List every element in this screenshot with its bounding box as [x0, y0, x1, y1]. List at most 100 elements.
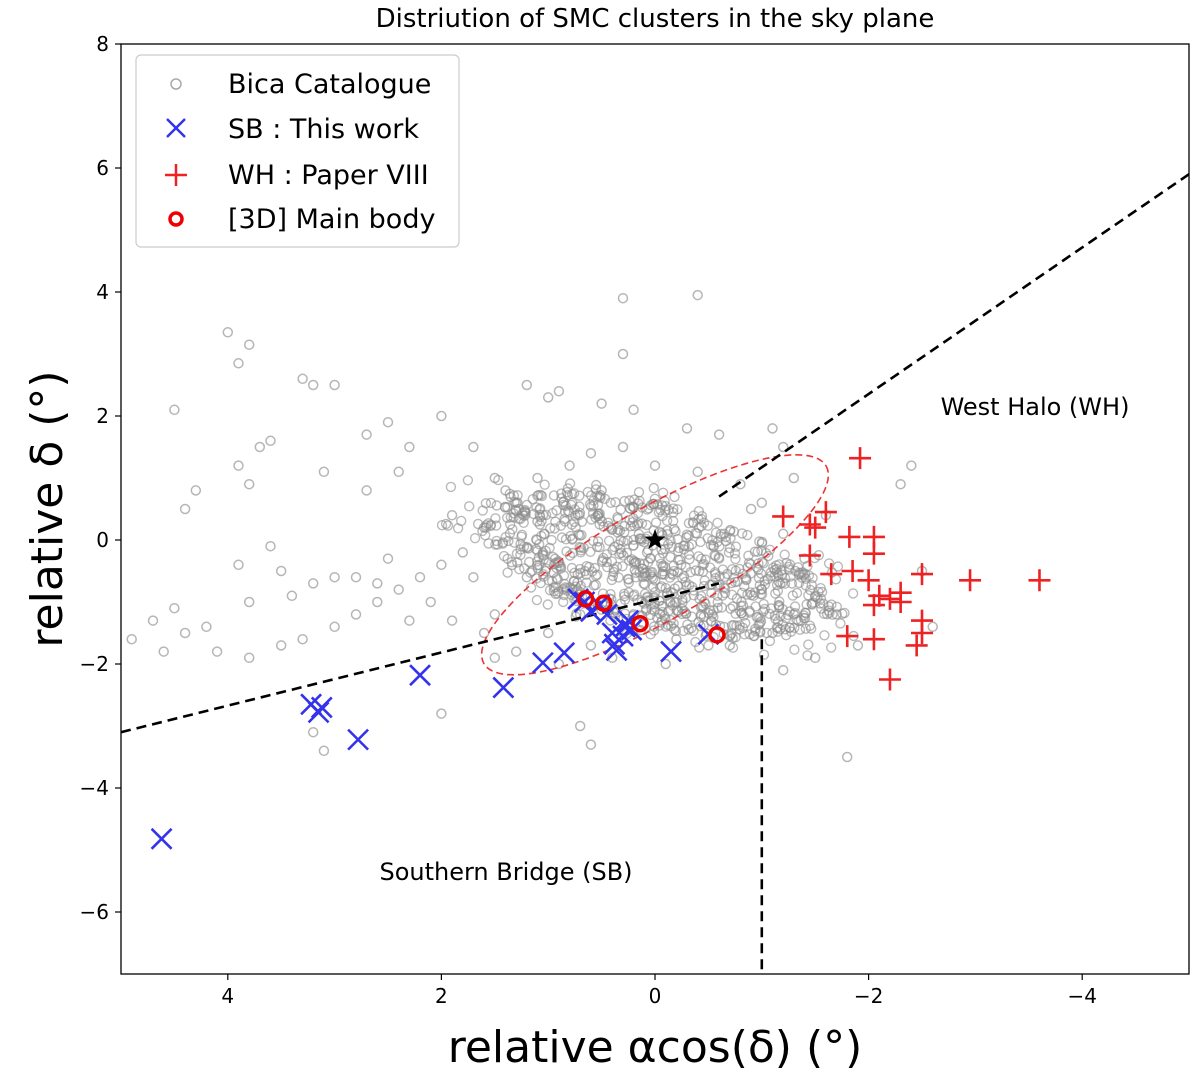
bica-cluster-point — [690, 527, 701, 539]
bica-cluster-point — [628, 404, 639, 416]
bica-cluster-point — [567, 587, 579, 598]
bica-cluster-point — [656, 558, 667, 569]
bica-cluster-point — [595, 489, 606, 501]
bica-cluster-point — [538, 528, 550, 539]
bica-cluster-point — [628, 534, 639, 545]
bica-cluster-point — [819, 630, 830, 641]
bica-cluster-point — [668, 503, 679, 514]
bica-cluster-point — [457, 547, 469, 558]
bica-cluster-point — [414, 571, 426, 583]
bica-cluster-point — [681, 423, 693, 434]
bica-cluster-point — [546, 534, 557, 546]
bica-cluster-point — [671, 605, 682, 616]
bica-cluster-point — [464, 501, 475, 512]
bica-cluster-point — [623, 577, 634, 588]
bica-cluster-point — [614, 548, 625, 560]
wh-cluster-marker — [857, 569, 880, 592]
bica-cluster-point — [697, 560, 708, 571]
bica-cluster-point — [446, 509, 458, 521]
bica-cluster-point — [596, 556, 608, 567]
bica-cluster-point — [710, 573, 721, 584]
bica-cluster-point — [779, 572, 791, 584]
bica-cluster-point — [553, 385, 565, 397]
bica-cluster-point — [698, 611, 709, 622]
bica-cluster-point — [821, 609, 833, 620]
sb-cluster-marker — [409, 664, 431, 687]
bica-cluster-point — [372, 596, 383, 608]
bica-cluster-point — [737, 622, 749, 633]
bica-cluster-point — [666, 568, 677, 579]
bica-cluster-point — [567, 547, 578, 559]
wh-cluster-marker — [838, 525, 861, 548]
sb-cluster-marker — [660, 640, 682, 663]
bica-cluster-point — [610, 497, 621, 508]
bica-cluster-point — [393, 584, 404, 595]
bica-cluster-point — [791, 614, 802, 625]
bica-cluster-point — [713, 552, 724, 563]
bica-cluster-point — [393, 466, 404, 478]
bica-cluster-point — [617, 441, 629, 453]
bica-cluster-point — [329, 621, 340, 633]
bica-cluster-point — [361, 429, 372, 440]
bica-cluster-point — [574, 720, 586, 732]
bica-cluster-point — [574, 501, 585, 512]
bica-cluster-point — [468, 571, 479, 583]
bica-cluster-point — [743, 550, 754, 561]
bica-cluster-point — [594, 491, 605, 502]
bica-cluster-point — [624, 514, 635, 526]
bica-cluster-point — [683, 530, 694, 541]
bica-cluster-point — [777, 528, 789, 540]
bica-cluster-point — [638, 558, 650, 569]
bica-cluster-point — [659, 569, 670, 580]
bica-cluster-point — [648, 482, 659, 494]
y-tick-label: −2 — [80, 652, 109, 676]
bica-cluster-point — [201, 621, 212, 633]
bica-cluster-point — [688, 625, 699, 636]
bica-cluster-point — [556, 488, 567, 499]
bica-cluster-point — [823, 558, 835, 569]
main-body-3d-marker — [576, 590, 595, 608]
bica-cluster-point — [534, 504, 545, 515]
bica-cluster-point — [329, 379, 340, 391]
bica-cluster-point — [695, 621, 706, 632]
bica-cluster-point — [436, 520, 448, 531]
wh-cluster-marker — [841, 560, 864, 582]
bica-cluster-point — [601, 549, 613, 560]
x-tick-label: 4 — [221, 984, 234, 1008]
bica-cluster-point — [630, 572, 641, 583]
bica-cluster-point — [659, 543, 671, 555]
y-tick-label: 0 — [96, 528, 109, 552]
bica-cluster-point — [587, 508, 599, 519]
bica-cluster-point — [361, 485, 372, 496]
bica-cluster-point — [485, 519, 497, 530]
bica-cluster-point — [502, 502, 513, 513]
bica-cluster-point — [585, 640, 597, 651]
bica-cluster-point — [542, 392, 554, 403]
bica-cluster-point — [705, 539, 717, 551]
bica-cluster-point — [655, 504, 666, 516]
bica-cluster-point — [698, 558, 710, 570]
bica-cluster-point — [445, 481, 457, 493]
bica-cluster-point — [671, 633, 682, 645]
sb-cluster-marker — [310, 696, 333, 719]
bica-cluster-point — [307, 379, 319, 391]
bica-cluster-point — [847, 588, 859, 599]
bica-cluster-point — [503, 535, 514, 547]
bica-cluster-point — [744, 607, 755, 618]
plot-content — [121, 173, 1189, 974]
bica-cluster-point — [617, 292, 629, 304]
bica-cluster-point — [688, 517, 699, 529]
bica-cluster-point — [805, 584, 816, 596]
bica-cluster-point — [799, 568, 811, 580]
bica-cluster-point — [477, 505, 488, 516]
bica-cluster-point — [681, 608, 692, 619]
bica-cluster-point — [562, 505, 574, 517]
bica-cluster-point — [655, 582, 666, 593]
bica-cluster-point — [547, 575, 558, 587]
bica-cluster-point — [629, 494, 640, 505]
bica-cluster-point — [661, 525, 673, 536]
bica-cluster-point — [468, 441, 479, 453]
bica-cluster-point — [275, 640, 287, 651]
bica-cluster-point — [773, 601, 785, 613]
